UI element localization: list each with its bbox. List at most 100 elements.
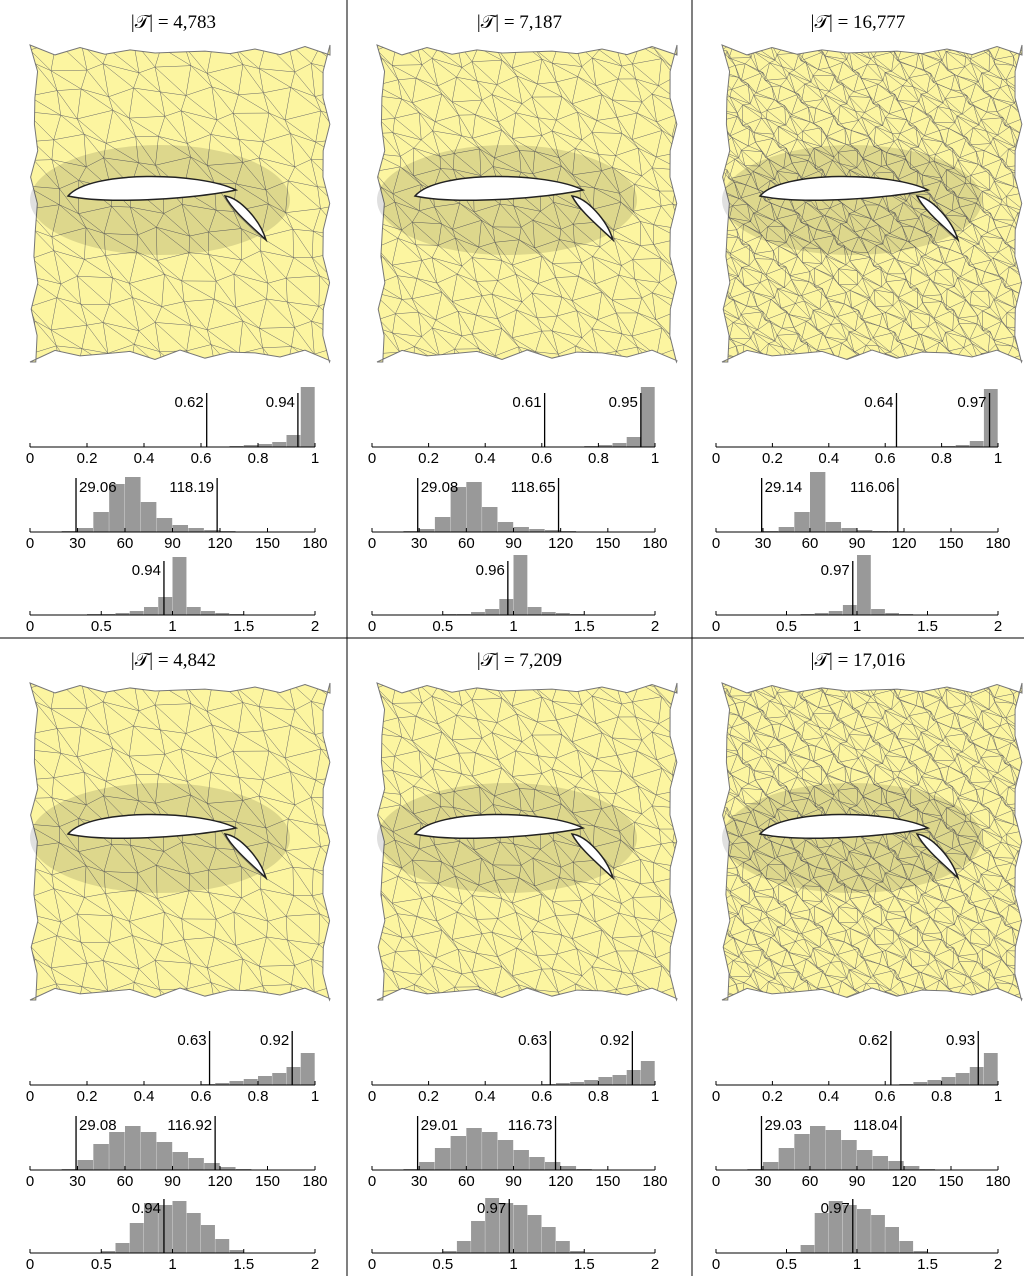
x-tick-label: 0.4 bbox=[475, 450, 496, 467]
hist-bar bbox=[641, 1061, 655, 1085]
hist-bar bbox=[801, 1245, 815, 1253]
marker-label: 0.97 bbox=[477, 1200, 506, 1217]
x-tick-label: 1 bbox=[311, 1088, 319, 1105]
marker-label: 0.92 bbox=[260, 1032, 289, 1049]
hist-bar bbox=[810, 472, 825, 532]
x-tick-label: 90 bbox=[505, 535, 522, 552]
x-tick-label: 0.8 bbox=[588, 1088, 609, 1105]
hist-bar bbox=[244, 1079, 258, 1085]
x-tick-label: 0.5 bbox=[432, 1256, 453, 1273]
mesh-refine bbox=[30, 783, 290, 893]
hist-bar bbox=[466, 482, 481, 532]
hist-bar bbox=[810, 1126, 825, 1170]
x-tick-label: 0.5 bbox=[776, 618, 797, 635]
hist-bar bbox=[485, 609, 499, 615]
marker-label: 29.01 bbox=[421, 1117, 459, 1134]
hist-bar bbox=[561, 1166, 576, 1170]
x-tick-label: 30 bbox=[69, 1173, 86, 1190]
hist-bar bbox=[556, 1241, 570, 1253]
hist-bar bbox=[125, 1126, 141, 1170]
x-tick-label: 0 bbox=[26, 1088, 34, 1105]
hist-bar bbox=[187, 1213, 201, 1253]
hist-bar bbox=[514, 1150, 529, 1170]
hist-bar bbox=[301, 387, 315, 447]
x-tick-label: 1 bbox=[994, 450, 1002, 467]
marker-label: 0.95 bbox=[609, 394, 638, 411]
x-tick-label: 1 bbox=[168, 618, 176, 635]
x-tick-label: 2 bbox=[311, 1256, 319, 1273]
x-tick-label: 1 bbox=[651, 1088, 659, 1105]
hist-bar bbox=[272, 1073, 286, 1085]
x-tick-label: 60 bbox=[802, 1173, 819, 1190]
hist-bar bbox=[451, 1136, 466, 1170]
mesh bbox=[25, 678, 373, 1039]
x-tick-label: 0 bbox=[368, 1088, 376, 1105]
panel-title: |𝒯| = 7,187 bbox=[477, 12, 562, 33]
x-tick-label: 2 bbox=[994, 618, 1002, 635]
hist-bar bbox=[158, 597, 172, 615]
x-tick-label: 150 bbox=[255, 535, 280, 552]
hist-bar bbox=[843, 605, 857, 615]
x-tick-label: 0.8 bbox=[248, 450, 269, 467]
hist-bar bbox=[545, 1162, 560, 1170]
marker-label: 0.94 bbox=[266, 394, 295, 411]
hist-bar bbox=[598, 1077, 612, 1085]
marker-label: 0.63 bbox=[177, 1032, 206, 1049]
hist-bar bbox=[529, 1157, 544, 1170]
hist-bar bbox=[130, 1223, 144, 1253]
mesh bbox=[717, 40, 1024, 385]
x-tick-label: 180 bbox=[302, 535, 327, 552]
hist-bar bbox=[514, 1205, 528, 1253]
hist-bar bbox=[528, 1215, 542, 1253]
hist-bar bbox=[435, 1148, 450, 1170]
marker-label: 0.92 bbox=[600, 1032, 629, 1049]
x-tick-label: 30 bbox=[411, 535, 428, 552]
x-tick-label: 1.5 bbox=[233, 618, 254, 635]
x-tick-label: 0.6 bbox=[875, 450, 896, 467]
hist-bar bbox=[794, 1134, 809, 1170]
hist-bar bbox=[93, 512, 109, 532]
x-tick-label: 0 bbox=[368, 450, 376, 467]
hist-bar bbox=[826, 1130, 841, 1170]
marker-label: 116.06 bbox=[850, 479, 895, 496]
x-tick-label: 0.8 bbox=[931, 1088, 952, 1105]
x-tick-label: 0.6 bbox=[531, 450, 552, 467]
x-tick-label: 0 bbox=[712, 1173, 720, 1190]
x-tick-label: 120 bbox=[207, 535, 232, 552]
panel-title: |𝒯| = 16,777 bbox=[811, 12, 906, 33]
x-tick-label: 0 bbox=[368, 618, 376, 635]
x-tick-label: 0.5 bbox=[776, 1256, 797, 1273]
marker-label: 0.62 bbox=[859, 1032, 888, 1049]
marker-label: 0.97 bbox=[821, 562, 850, 579]
x-tick-label: 180 bbox=[642, 535, 667, 552]
hist-bar bbox=[187, 607, 201, 615]
x-tick-label: 0.5 bbox=[91, 618, 112, 635]
hist-bar bbox=[904, 1166, 919, 1170]
x-tick-label: 1.5 bbox=[574, 618, 595, 635]
x-tick-label: 60 bbox=[117, 1173, 134, 1190]
hist-bar bbox=[970, 1067, 984, 1085]
hist-bar bbox=[984, 1053, 998, 1085]
x-tick-label: 0.2 bbox=[418, 450, 439, 467]
marker-label: 0.97 bbox=[821, 1200, 850, 1217]
marker-label: 29.03 bbox=[764, 1117, 802, 1134]
hist-bar bbox=[763, 1162, 778, 1170]
x-tick-label: 150 bbox=[938, 535, 963, 552]
x-tick-label: 1 bbox=[994, 1088, 1002, 1105]
x-tick-label: 0 bbox=[368, 535, 376, 552]
mesh bbox=[372, 678, 702, 1030]
hist-bar bbox=[130, 611, 144, 615]
hist-bar bbox=[457, 1241, 471, 1253]
hist-bar bbox=[435, 517, 450, 532]
x-tick-label: 0.2 bbox=[762, 450, 783, 467]
x-tick-label: 2 bbox=[994, 1256, 1002, 1273]
x-tick-label: 90 bbox=[849, 1173, 866, 1190]
marker-label: 29.08 bbox=[421, 479, 459, 496]
hist-bar bbox=[157, 1142, 173, 1170]
x-tick-label: 120 bbox=[548, 535, 573, 552]
x-tick-label: 90 bbox=[164, 535, 181, 552]
marker-label: 116.73 bbox=[508, 1117, 553, 1134]
hist-bar bbox=[116, 1243, 130, 1253]
hist-bar bbox=[141, 502, 157, 532]
panel-title: |𝒯| = 4,783 bbox=[131, 12, 216, 33]
